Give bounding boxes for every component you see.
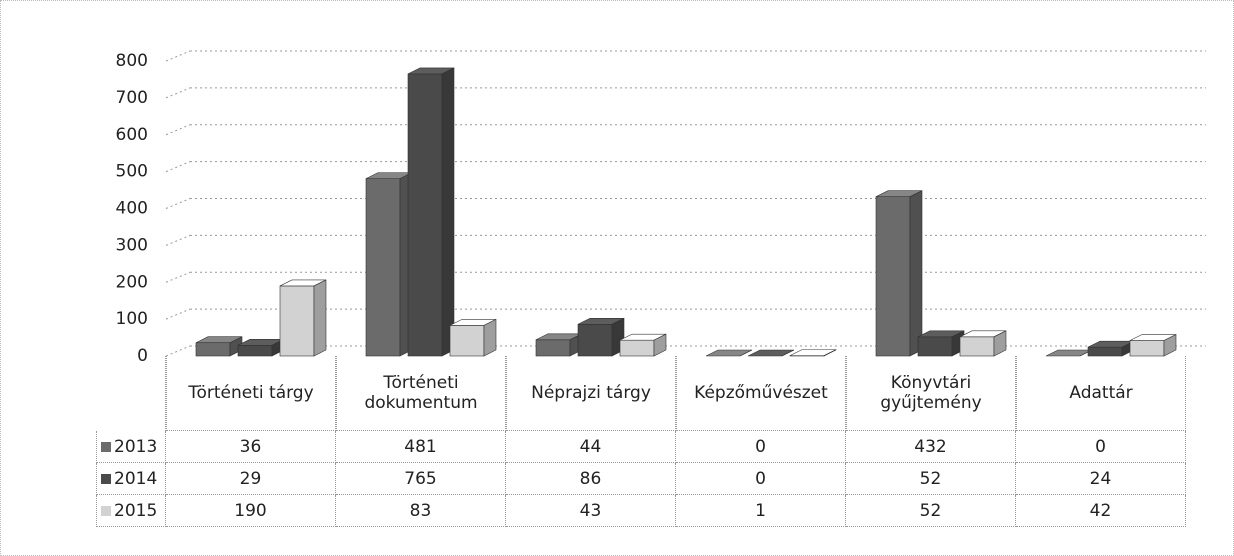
bar — [365, 172, 413, 357]
y-tick-label: 400 — [116, 199, 148, 219]
legend-entry: 2014 — [96, 463, 166, 495]
bar-side — [909, 190, 923, 357]
y-tick-label: 200 — [116, 272, 148, 292]
grid-line — [165, 234, 191, 246]
table-value: 44 — [506, 431, 676, 463]
bar-side — [313, 279, 327, 357]
bar-front — [449, 325, 485, 357]
bar — [535, 333, 583, 357]
series-name: 2015 — [114, 500, 158, 521]
bar-front — [365, 178, 401, 357]
grid-line — [165, 308, 191, 320]
bar-side — [653, 333, 667, 357]
category-label: Képzőművészet — [676, 356, 846, 431]
bar — [789, 349, 837, 357]
y-tick-label: 700 — [116, 88, 148, 108]
bar — [619, 333, 667, 357]
bar-front — [917, 336, 953, 357]
grid-line — [165, 50, 191, 62]
y-tick-label: 0 — [137, 346, 148, 366]
bar-front — [619, 339, 655, 357]
grid-line — [165, 198, 191, 209]
table-value: 36 — [166, 431, 336, 463]
legend-entry: 2015 — [96, 495, 166, 527]
bar — [875, 190, 923, 357]
bar — [959, 330, 1007, 357]
bar-front — [1087, 346, 1123, 357]
bar-side — [483, 318, 497, 357]
grid-line — [165, 87, 191, 99]
bar-front — [535, 339, 571, 357]
table-value: 43 — [506, 495, 676, 527]
bar-side — [823, 349, 837, 357]
table-value: 83 — [336, 495, 506, 527]
bar — [577, 317, 625, 357]
legend-key — [101, 505, 111, 516]
bar-side — [441, 67, 455, 357]
category-label: Könyvtári gyűjtemény — [846, 356, 1016, 431]
table-value: 190 — [166, 495, 336, 527]
bar — [1087, 340, 1135, 357]
bar-front — [195, 342, 231, 357]
category-label: Adattár — [1016, 356, 1186, 431]
bar — [195, 336, 243, 357]
table-value: 0 — [1016, 431, 1186, 463]
bar-front — [279, 285, 315, 357]
table-value: 52 — [846, 495, 1016, 527]
table-value: 432 — [846, 431, 1016, 463]
y-tick-label: 600 — [116, 125, 148, 145]
grid-line — [165, 161, 191, 173]
bar-front — [959, 336, 995, 357]
bar — [1129, 334, 1177, 357]
series-name: 2013 — [114, 436, 158, 457]
legend-key — [101, 441, 111, 452]
table-value: 0 — [676, 431, 846, 463]
y-tick-label: 800 — [116, 51, 148, 71]
bar-front — [577, 323, 613, 357]
bar-side — [993, 330, 1007, 357]
bar-front — [1129, 340, 1165, 357]
table-corner — [96, 356, 166, 431]
legend-entry: 2013 — [96, 431, 166, 463]
bar-side — [739, 349, 753, 357]
category-label: Néprajzi tárgy — [506, 356, 676, 431]
bar-front — [237, 345, 273, 357]
y-tick-label: 500 — [116, 162, 148, 182]
bar — [917, 330, 965, 357]
table-value: 52 — [846, 463, 1016, 495]
table-value: 24 — [1016, 463, 1186, 495]
y-tick-label: 100 — [116, 309, 148, 329]
grid-line — [165, 345, 191, 357]
data-table: Történeti tárgy Történeti dokumentum Népra… — [96, 356, 1186, 527]
bar-front — [875, 196, 911, 357]
bar-side — [781, 349, 795, 357]
table-value: 765 — [336, 463, 506, 495]
grid-line — [165, 271, 191, 283]
category-label: Történeti tárgy — [166, 356, 336, 431]
table-value: 1 — [676, 495, 846, 527]
bar — [237, 338, 285, 357]
bar-side — [1163, 334, 1177, 357]
bar-top — [789, 349, 837, 356]
table-value: 86 — [506, 463, 676, 495]
bar — [279, 279, 327, 357]
bar-front — [407, 73, 443, 357]
bar — [705, 349, 753, 357]
table-value: 29 — [166, 463, 336, 495]
legend-key — [101, 473, 111, 484]
bar — [407, 67, 455, 357]
table-value: 42 — [1016, 495, 1186, 527]
table-value: 0 — [676, 463, 846, 495]
grid-line — [165, 124, 191, 136]
y-tick-label: 300 — [116, 235, 148, 255]
bar — [747, 349, 795, 357]
bar — [449, 318, 497, 357]
table-value: 481 — [336, 431, 506, 463]
category-label: Történeti dokumentum — [336, 356, 506, 431]
series-name: 2014 — [114, 468, 158, 489]
